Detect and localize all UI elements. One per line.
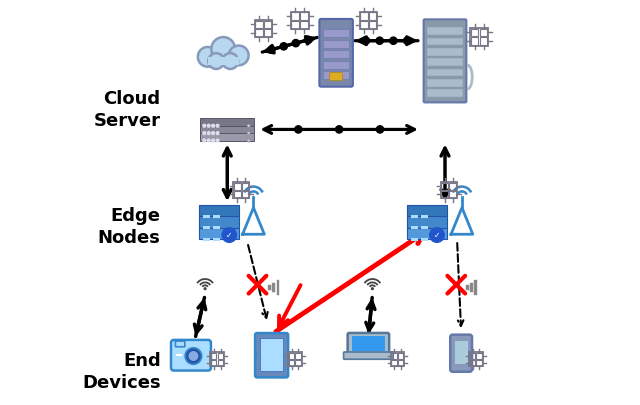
FancyBboxPatch shape [344, 352, 393, 359]
FancyBboxPatch shape [323, 30, 349, 38]
FancyBboxPatch shape [276, 281, 279, 295]
Circle shape [335, 126, 343, 134]
FancyBboxPatch shape [171, 340, 211, 371]
FancyBboxPatch shape [200, 126, 254, 134]
FancyBboxPatch shape [260, 339, 283, 371]
Circle shape [204, 288, 206, 290]
FancyBboxPatch shape [323, 51, 349, 59]
FancyBboxPatch shape [428, 80, 463, 87]
Circle shape [268, 47, 275, 54]
FancyBboxPatch shape [213, 238, 220, 241]
FancyBboxPatch shape [199, 205, 239, 217]
FancyBboxPatch shape [203, 215, 210, 218]
Circle shape [203, 132, 205, 135]
FancyBboxPatch shape [319, 20, 353, 87]
Circle shape [280, 44, 287, 51]
FancyBboxPatch shape [323, 72, 349, 80]
Circle shape [390, 38, 397, 45]
Circle shape [304, 37, 312, 45]
Circle shape [429, 228, 444, 243]
Circle shape [207, 125, 210, 128]
Circle shape [212, 125, 214, 128]
Circle shape [216, 132, 219, 135]
Circle shape [362, 38, 369, 45]
FancyBboxPatch shape [213, 227, 220, 230]
FancyBboxPatch shape [420, 227, 428, 230]
Text: Cloud
Server: Cloud Server [93, 90, 161, 130]
Circle shape [203, 125, 205, 128]
FancyBboxPatch shape [407, 217, 447, 228]
Circle shape [212, 140, 214, 143]
Circle shape [207, 132, 210, 135]
Circle shape [376, 126, 383, 134]
FancyBboxPatch shape [323, 62, 349, 69]
FancyBboxPatch shape [255, 333, 288, 377]
FancyBboxPatch shape [410, 238, 418, 241]
FancyBboxPatch shape [410, 227, 418, 230]
Text: Edge
Nodes: Edge Nodes [98, 207, 161, 247]
FancyBboxPatch shape [428, 59, 463, 67]
Circle shape [229, 47, 248, 66]
Circle shape [207, 140, 210, 143]
FancyBboxPatch shape [208, 58, 239, 66]
Circle shape [247, 132, 250, 135]
Circle shape [247, 125, 250, 128]
FancyBboxPatch shape [407, 228, 447, 240]
FancyBboxPatch shape [175, 341, 185, 347]
Circle shape [185, 348, 202, 364]
Circle shape [292, 40, 300, 48]
FancyBboxPatch shape [420, 215, 428, 218]
FancyBboxPatch shape [352, 336, 385, 351]
Text: ✓: ✓ [226, 230, 232, 240]
FancyBboxPatch shape [323, 40, 349, 49]
Circle shape [403, 38, 411, 45]
Circle shape [222, 54, 238, 70]
Circle shape [212, 132, 214, 135]
FancyBboxPatch shape [420, 238, 428, 241]
FancyBboxPatch shape [424, 20, 467, 103]
Circle shape [294, 126, 302, 134]
FancyBboxPatch shape [330, 73, 342, 81]
FancyBboxPatch shape [428, 90, 463, 98]
Circle shape [247, 140, 250, 143]
FancyBboxPatch shape [451, 335, 472, 372]
FancyBboxPatch shape [348, 333, 389, 355]
Text: End
Devices: End Devices [82, 352, 161, 392]
Circle shape [216, 125, 219, 128]
FancyBboxPatch shape [428, 49, 463, 57]
Circle shape [222, 228, 237, 243]
Circle shape [376, 38, 383, 45]
FancyBboxPatch shape [273, 283, 275, 292]
Circle shape [211, 38, 235, 62]
FancyBboxPatch shape [199, 217, 239, 228]
Circle shape [372, 288, 373, 290]
FancyBboxPatch shape [454, 341, 468, 364]
Circle shape [216, 140, 219, 143]
Circle shape [189, 352, 198, 360]
FancyBboxPatch shape [470, 283, 473, 292]
FancyBboxPatch shape [268, 286, 271, 290]
Circle shape [198, 48, 218, 68]
FancyBboxPatch shape [200, 133, 254, 141]
FancyBboxPatch shape [407, 205, 447, 217]
FancyBboxPatch shape [428, 38, 463, 46]
FancyBboxPatch shape [410, 215, 418, 218]
FancyBboxPatch shape [203, 238, 210, 241]
FancyBboxPatch shape [200, 118, 254, 126]
FancyBboxPatch shape [428, 70, 463, 77]
Circle shape [203, 140, 205, 143]
FancyBboxPatch shape [255, 352, 257, 358]
FancyBboxPatch shape [203, 227, 210, 230]
FancyBboxPatch shape [199, 228, 239, 240]
Text: ✓: ✓ [434, 230, 440, 240]
FancyBboxPatch shape [428, 28, 463, 36]
FancyBboxPatch shape [466, 286, 468, 290]
FancyBboxPatch shape [213, 215, 220, 218]
Circle shape [208, 54, 224, 70]
FancyBboxPatch shape [474, 281, 477, 295]
